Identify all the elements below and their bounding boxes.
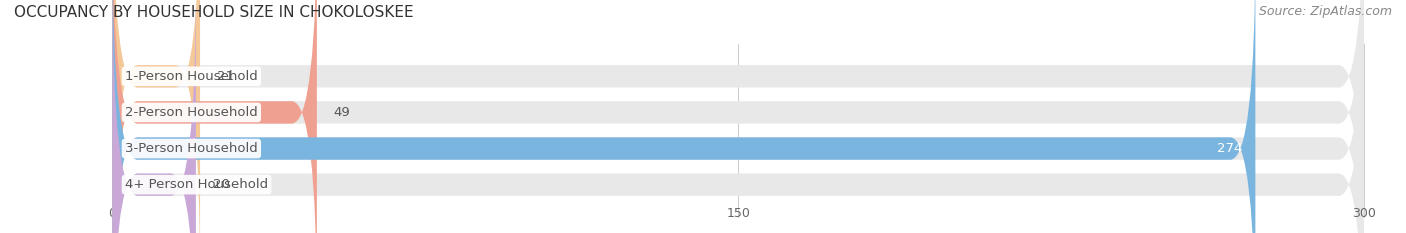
Text: 274: 274: [1218, 142, 1243, 155]
FancyBboxPatch shape: [112, 0, 1364, 233]
Text: 4+ Person Household: 4+ Person Household: [125, 178, 269, 191]
FancyBboxPatch shape: [112, 0, 195, 233]
Text: Source: ZipAtlas.com: Source: ZipAtlas.com: [1258, 5, 1392, 18]
Text: 3-Person Household: 3-Person Household: [125, 142, 257, 155]
Text: 1-Person Household: 1-Person Household: [125, 70, 257, 83]
FancyBboxPatch shape: [112, 0, 200, 233]
Text: 49: 49: [333, 106, 350, 119]
FancyBboxPatch shape: [112, 0, 1364, 233]
Text: 2-Person Household: 2-Person Household: [125, 106, 257, 119]
FancyBboxPatch shape: [112, 0, 316, 233]
FancyBboxPatch shape: [112, 0, 1256, 233]
FancyBboxPatch shape: [112, 0, 1364, 233]
FancyBboxPatch shape: [112, 0, 1364, 233]
Text: 20: 20: [212, 178, 229, 191]
Text: 21: 21: [217, 70, 233, 83]
Text: OCCUPANCY BY HOUSEHOLD SIZE IN CHOKOLOSKEE: OCCUPANCY BY HOUSEHOLD SIZE IN CHOKOLOSK…: [14, 5, 413, 20]
